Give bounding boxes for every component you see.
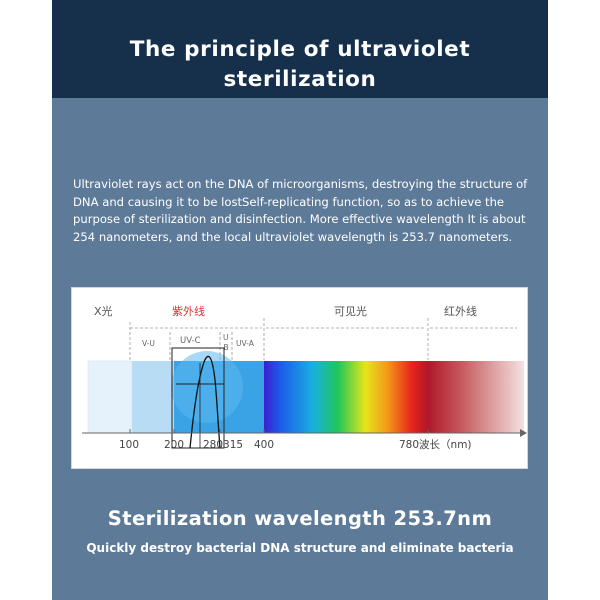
spectrum-diagram: X光 紫外线 可见光 红外线 V-U UV-C U -B UV-A [82,304,527,451]
tick-280-315: 280315 [203,439,243,451]
uv-b-label-top: U [223,333,229,342]
tick-200: 200 [164,439,184,451]
tick-100: 100 [119,439,139,451]
uv-c-box [171,347,225,449]
band-label-visible: 可见光 [334,304,367,318]
intro-paragraph: Ultraviolet rays act on the DNA of micro… [73,177,528,244]
infrared-region [428,361,524,433]
page-title: The principle of ultraviolet sterilizati… [129,37,471,92]
content-panel: The principle of ultraviolet sterilizati… [52,0,548,600]
axis-label: 780波长（nm) [399,438,472,451]
uv-c-label: UV-C [180,336,201,346]
band-label-uv: 紫外线 [172,304,205,318]
band-label-xray: X光 [94,304,113,318]
magnifier-circle [171,351,243,423]
uv-a-label: UV-A [236,339,255,348]
spectrum-figure: X光 紫外线 可见光 红外线 V-U UV-C U -B UV-A [71,287,528,469]
uv-v-region [132,361,174,433]
xray-region [87,360,133,434]
uv-b-label-bottom: -B [221,343,229,352]
sterilization-headline: Sterilization wavelength 253.7nm [107,507,493,530]
tick-400: 400 [254,439,274,451]
uv-v-label: V-U [142,339,155,348]
sterilization-subline: Quickly destroy bacterial DNA structure … [86,541,514,555]
header-banner: The principle of ultraviolet sterilizati… [52,0,548,98]
axis-arrow-icon [520,429,527,437]
axis-ticks [129,429,429,433]
germicidal-curve [189,355,221,449]
visible-region [264,361,428,433]
band-dividers [129,318,517,360]
band-label-ir: 红外线 [444,304,477,318]
